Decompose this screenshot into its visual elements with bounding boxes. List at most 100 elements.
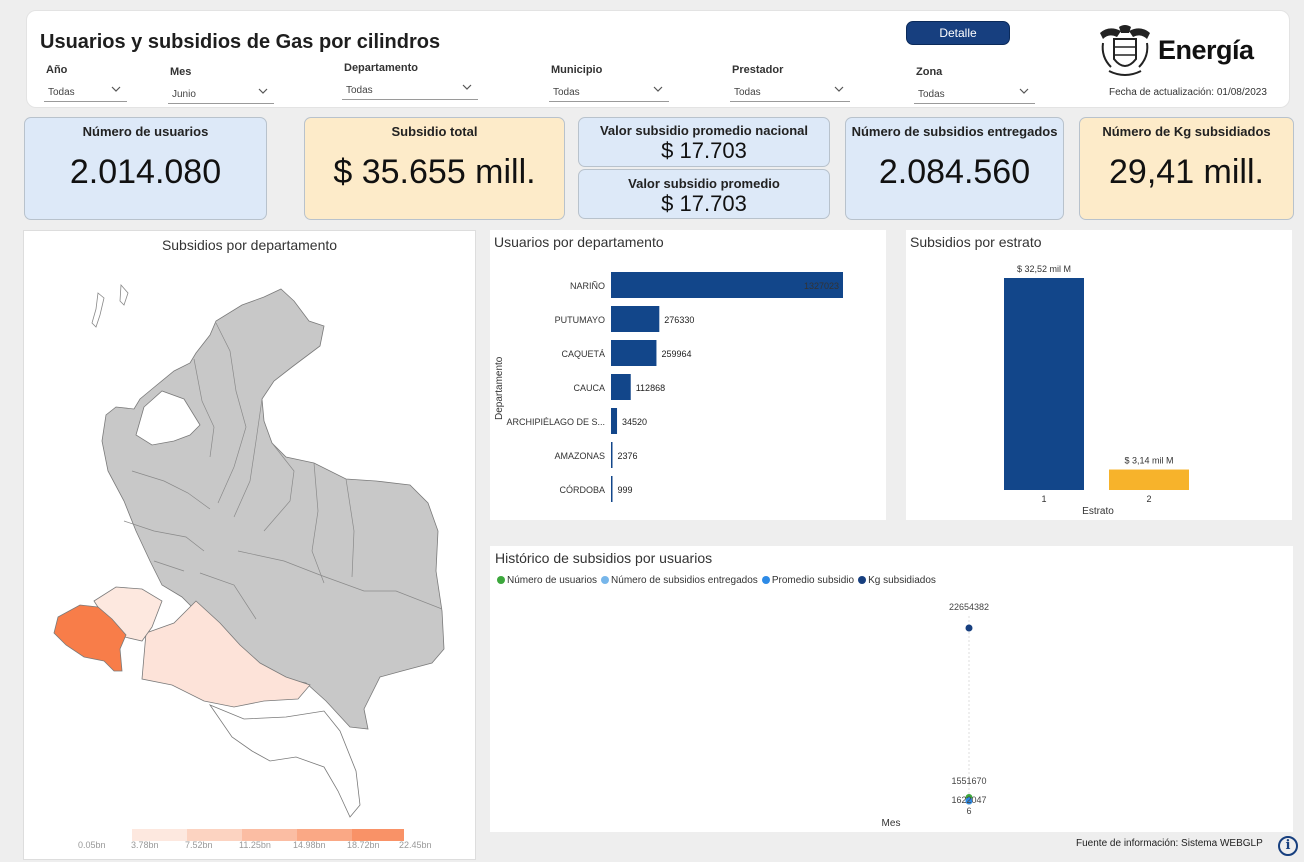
kpi-kg-label: Número de Kg subsidiados <box>1102 124 1271 139</box>
month-dropdown[interactable]: Junio <box>168 84 274 104</box>
department-dropdown-value: Todas <box>346 85 373 96</box>
municipality-dropdown-value: Todas <box>553 87 580 98</box>
legend-dot <box>601 576 610 584</box>
municipality-dropdown[interactable]: Todas <box>549 82 669 102</box>
data-source: Fuente de información: Sistema WEBGLP <box>1076 838 1263 849</box>
kpi-total-subsidy-label: Subsidio total <box>391 124 478 139</box>
tick-label: 6 <box>966 806 971 816</box>
provider-dropdown-value: Todas <box>734 87 761 98</box>
chevron-down-icon <box>653 86 663 92</box>
historical-axis-label: Mes <box>882 818 901 829</box>
update-date: Fecha de actualización: 01/08/2023 <box>1109 87 1267 98</box>
bar <box>611 442 613 468</box>
legend-dot <box>761 576 770 584</box>
map-region-amazonas[interactable] <box>208 704 361 818</box>
data-label: 34520 <box>622 417 647 427</box>
data-label: 2376 <box>618 451 638 461</box>
kpi-national-avg-card: Valor subsidio promedio nacional $ 17.70… <box>578 117 830 167</box>
chevron-down-icon <box>1019 88 1029 94</box>
bar <box>611 272 843 298</box>
data-point <box>965 797 973 805</box>
filter-label-zone: Zona <box>916 66 943 78</box>
header-card: Usuarios y subsidios de Gas por cilindro… <box>26 10 1290 108</box>
filter-label-department: Departamento <box>344 62 418 74</box>
chevron-down-icon <box>462 84 472 90</box>
category-label: CAQUETÁ <box>561 349 605 359</box>
map-color-scale: 0.05bn 3.78bn 7.52bn 11.25bn 14.98bn 18.… <box>78 829 432 850</box>
data-label: 112868 <box>636 383 665 393</box>
scale-label: 3.78bn <box>131 840 159 850</box>
legend-label: Kg subsidiados <box>868 575 936 586</box>
category-label: AMAZONAS <box>554 451 605 461</box>
users-bar-chart[interactable]: Departamento NARIÑO 1327023 PUTUMAYO 276330… <box>490 230 886 520</box>
bar <box>611 306 660 332</box>
data-label: 999 <box>618 485 633 495</box>
map-region-caqueta[interactable] <box>141 600 311 708</box>
subsidies-by-stratum-panel: Subsidios por estrato Estrato $ 32,52 mi… <box>906 230 1292 520</box>
legend-item[interactable]: Número de subsidios entregados <box>601 575 758 586</box>
scale-swatch <box>242 829 297 841</box>
page-title: Usuarios y subsidios de Gas por cilindro… <box>40 31 441 53</box>
department-dropdown[interactable]: Todas <box>342 80 478 100</box>
legend-item[interactable]: Número de usuarios <box>497 575 597 586</box>
map-region-white <box>135 390 201 446</box>
map-internal-borders <box>123 322 443 620</box>
map-title: Subsidios por departamento <box>161 237 338 253</box>
filter-label-municipality: Municipio <box>551 64 603 76</box>
kpi-users-label: Número de usuarios <box>82 124 209 139</box>
kpi-delivered-label: Número de subsidios entregados <box>851 124 1058 139</box>
users-chart-title: Usuarios por departamento <box>494 234 664 250</box>
historical-chart-title: Histórico de subsidios por usuarios <box>495 550 713 566</box>
data-point <box>965 624 973 632</box>
chevron-down-icon <box>111 86 121 92</box>
colombia-map[interactable]: 0.05bn 3.78bn 7.52bn 11.25bn 14.98bn 18.… <box>24 231 475 859</box>
legend-dot <box>858 576 867 584</box>
kpi-delivered-value: 2.084.560 <box>878 153 1031 191</box>
filter-label-month: Mes <box>170 66 192 78</box>
kpi-national-avg-value: $ 17.703 <box>661 138 747 163</box>
kpi-national-avg-label: Valor subsidio promedio nacional <box>599 123 809 138</box>
legend-item[interactable]: Promedio subsidio <box>761 575 854 586</box>
map-panel: Subsidios por departamento <box>23 230 476 860</box>
scale-label: 14.98bn <box>293 840 326 850</box>
category-label: ARCHIPIÉLAGO DE S... <box>506 417 605 427</box>
category-label: NARIÑO <box>570 281 605 291</box>
users-by-department-panel: Usuarios por departamento Departamento N… <box>490 230 886 520</box>
bar <box>611 408 618 434</box>
chevron-down-icon <box>258 88 268 94</box>
users-axis-label: Departamento <box>494 356 505 420</box>
scale-label: 11.25bn <box>239 840 271 850</box>
detail-button[interactable]: Detalle <box>906 21 1010 45</box>
scale-label: 7.52bn <box>185 840 213 850</box>
kpi-avg-label: Valor subsidio promedio <box>628 176 780 191</box>
legend-item[interactable]: Kg subsidiados <box>858 575 936 586</box>
tick-label: 2 <box>1146 494 1151 504</box>
tick-label: 1 <box>1041 494 1046 504</box>
bar <box>611 476 613 502</box>
zone-dropdown-value: Todas <box>918 89 945 100</box>
map-region-grey[interactable] <box>101 288 445 730</box>
stratum-bar-chart[interactable]: Estrato $ 32,52 mil M 1 $ 3,14 mil M 2 <box>906 230 1292 520</box>
year-dropdown[interactable]: Todas <box>44 82 127 102</box>
category-label: PUTUMAYO <box>555 315 605 325</box>
provider-dropdown[interactable]: Todas <box>730 82 850 102</box>
filter-label-provider: Prestador <box>732 64 784 76</box>
category-label: CAUCA <box>573 383 605 393</box>
data-label: $ 3,14 mil M <box>1124 456 1173 466</box>
bar <box>1109 469 1189 490</box>
historical-panel: Histórico de subsidios por usuarios Mes … <box>490 546 1293 832</box>
data-label: 1622047 <box>951 795 986 805</box>
legend-label: Número de subsidios entregados <box>611 575 758 586</box>
info-icon[interactable]: i <box>1278 836 1298 856</box>
data-label: 1551670 <box>951 776 986 786</box>
filter-label-year: Año <box>46 64 68 76</box>
kpi-avg-card: Valor subsidio promedio $ 17.703 <box>578 169 830 219</box>
data-label: 22654382 <box>949 602 989 612</box>
bar <box>611 374 631 400</box>
stratum-chart-title: Subsidios por estrato <box>910 234 1042 250</box>
kpi-avg-value: $ 17.703 <box>661 191 747 216</box>
year-dropdown-value: Todas <box>48 87 75 98</box>
zone-dropdown[interactable]: Todas <box>914 84 1035 104</box>
map-region-narino[interactable] <box>53 604 127 672</box>
